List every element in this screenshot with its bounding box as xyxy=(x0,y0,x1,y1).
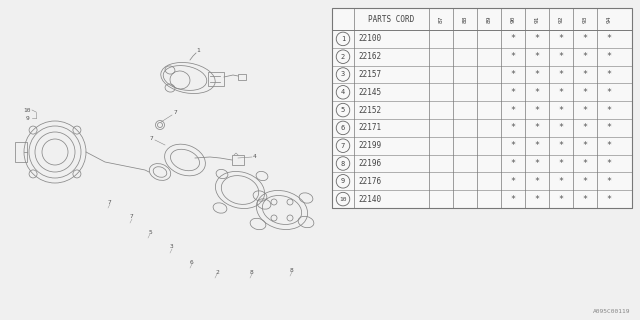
Text: *: * xyxy=(511,141,515,150)
Text: 2: 2 xyxy=(215,269,219,275)
Text: *: * xyxy=(582,177,588,186)
Bar xyxy=(332,8,632,208)
Text: 22176: 22176 xyxy=(358,177,381,186)
Text: *: * xyxy=(607,159,611,168)
Text: *: * xyxy=(582,106,588,115)
Text: *: * xyxy=(582,34,588,44)
Text: *: * xyxy=(511,88,515,97)
Text: *: * xyxy=(511,159,515,168)
Text: 3: 3 xyxy=(341,71,345,77)
Text: *: * xyxy=(559,124,563,132)
Text: *: * xyxy=(582,141,588,150)
Text: 8: 8 xyxy=(250,269,254,275)
Bar xyxy=(208,72,224,86)
Text: *: * xyxy=(559,88,563,97)
Text: *: * xyxy=(607,141,611,150)
Text: *: * xyxy=(534,106,540,115)
Text: *: * xyxy=(534,52,540,61)
Text: 22100: 22100 xyxy=(358,34,381,44)
Text: *: * xyxy=(582,124,588,132)
Text: *: * xyxy=(559,195,563,204)
Text: 4: 4 xyxy=(253,154,257,158)
Text: 8: 8 xyxy=(341,161,345,166)
Text: *: * xyxy=(559,141,563,150)
Text: 9: 9 xyxy=(26,116,30,121)
Text: 92: 92 xyxy=(559,15,563,23)
Text: 87: 87 xyxy=(438,15,444,23)
Text: *: * xyxy=(607,124,611,132)
Text: 10: 10 xyxy=(23,108,31,113)
Text: 90: 90 xyxy=(511,15,515,23)
Text: *: * xyxy=(511,52,515,61)
Text: 94: 94 xyxy=(607,15,611,23)
Text: *: * xyxy=(607,106,611,115)
Text: *: * xyxy=(534,34,540,44)
Text: PARTS CORD: PARTS CORD xyxy=(369,14,415,23)
Text: *: * xyxy=(607,195,611,204)
Text: *: * xyxy=(559,34,563,44)
Text: *: * xyxy=(607,88,611,97)
Text: 22157: 22157 xyxy=(358,70,381,79)
Text: *: * xyxy=(534,141,540,150)
Text: 4: 4 xyxy=(341,89,345,95)
Text: *: * xyxy=(607,70,611,79)
Text: 93: 93 xyxy=(582,15,588,23)
Text: 7: 7 xyxy=(108,199,112,204)
Text: 22196: 22196 xyxy=(358,159,381,168)
Text: 7: 7 xyxy=(174,110,178,116)
Text: *: * xyxy=(607,52,611,61)
Text: *: * xyxy=(534,124,540,132)
Text: 7: 7 xyxy=(150,135,154,140)
Text: *: * xyxy=(511,195,515,204)
Text: 7: 7 xyxy=(341,143,345,149)
Text: A095C00119: A095C00119 xyxy=(593,309,630,314)
Text: *: * xyxy=(534,88,540,97)
Text: 91: 91 xyxy=(534,15,540,23)
Bar xyxy=(232,155,244,165)
Text: *: * xyxy=(511,124,515,132)
Text: *: * xyxy=(511,70,515,79)
Bar xyxy=(15,142,27,162)
Text: 10: 10 xyxy=(339,196,347,202)
Text: *: * xyxy=(559,177,563,186)
Text: *: * xyxy=(582,195,588,204)
Text: 5: 5 xyxy=(148,229,152,235)
Text: 22140: 22140 xyxy=(358,195,381,204)
Text: 6: 6 xyxy=(341,125,345,131)
Text: 22152: 22152 xyxy=(358,106,381,115)
Text: 22171: 22171 xyxy=(358,124,381,132)
Text: *: * xyxy=(582,52,588,61)
Text: 8: 8 xyxy=(290,268,294,273)
Text: *: * xyxy=(582,159,588,168)
Text: 3: 3 xyxy=(170,244,174,250)
Text: 7: 7 xyxy=(130,214,134,220)
Bar xyxy=(238,74,246,80)
Text: *: * xyxy=(582,88,588,97)
Text: *: * xyxy=(582,70,588,79)
Text: *: * xyxy=(511,177,515,186)
Text: 2: 2 xyxy=(341,54,345,60)
Text: *: * xyxy=(559,52,563,61)
Text: 1: 1 xyxy=(196,49,200,53)
Text: *: * xyxy=(534,177,540,186)
Text: 22199: 22199 xyxy=(358,141,381,150)
Text: 6: 6 xyxy=(190,260,194,265)
Text: *: * xyxy=(559,106,563,115)
Text: 5: 5 xyxy=(341,107,345,113)
Text: 22162: 22162 xyxy=(358,52,381,61)
Text: 1: 1 xyxy=(341,36,345,42)
Text: 22145: 22145 xyxy=(358,88,381,97)
Text: *: * xyxy=(559,159,563,168)
Text: *: * xyxy=(534,195,540,204)
Text: *: * xyxy=(534,70,540,79)
Text: 9: 9 xyxy=(341,178,345,184)
Text: 89: 89 xyxy=(486,15,492,23)
Text: *: * xyxy=(511,106,515,115)
Text: *: * xyxy=(511,34,515,44)
Text: *: * xyxy=(559,70,563,79)
Text: *: * xyxy=(607,34,611,44)
Text: *: * xyxy=(534,159,540,168)
Text: 88: 88 xyxy=(463,15,467,23)
Text: *: * xyxy=(607,177,611,186)
